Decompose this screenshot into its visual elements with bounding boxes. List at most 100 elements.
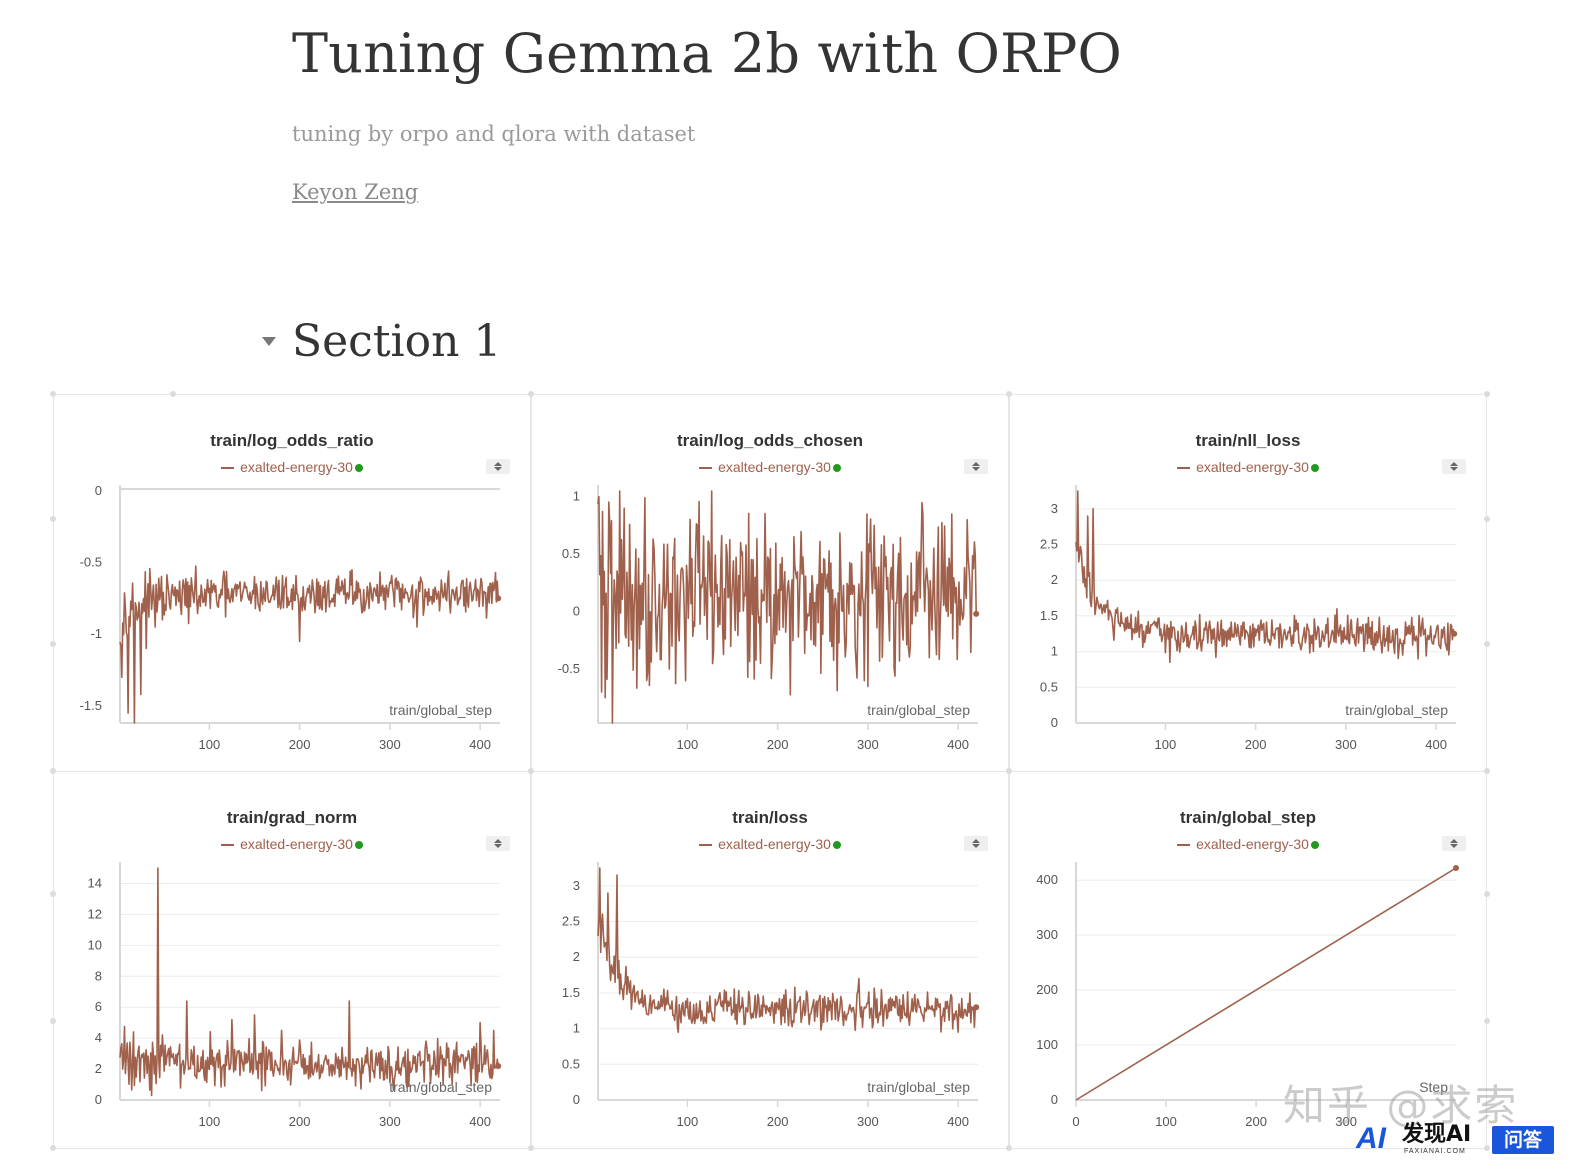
x-axis-label: train/global_step (867, 702, 970, 718)
resize-handle[interactable] (1006, 391, 1012, 397)
x-tick-label: 400 (947, 737, 969, 752)
y-tick-label: 200 (1036, 982, 1058, 997)
resize-handle[interactable] (50, 641, 56, 647)
y-tick-label: 6 (95, 999, 102, 1014)
legend-line-icon (699, 844, 713, 847)
sort-toggle-icon[interactable] (964, 459, 988, 474)
resize-handle[interactable] (50, 516, 56, 522)
site-badge[interactable]: AI 发现AI FAXIANAI.COM 问答 (1356, 1122, 1576, 1162)
y-tick-label: 0 (1051, 1092, 1058, 1107)
chart-legend: exalted-energy-30 (54, 459, 530, 475)
resize-handle[interactable] (1484, 391, 1490, 397)
x-axis-label: train/global_step (1345, 702, 1448, 718)
sort-toggle-icon[interactable] (964, 836, 988, 851)
chart-title: train/log_odds_chosen (676, 431, 864, 450)
chart-panel[interactable]: 0 100 200 300 400 0 100 200 300 Step train/global_… (1009, 771, 1487, 1149)
chart-legend: exalted-energy-30 (532, 836, 1008, 852)
resize-handle[interactable] (50, 1018, 56, 1024)
resize-handle[interactable] (528, 768, 534, 774)
y-tick-label: 0 (95, 483, 102, 498)
chart-panel[interactable]: 0 -0.5 -1 -1.5 100 200 300 400 train/global_step… (53, 394, 531, 772)
x-tick-label: 300 (1335, 1114, 1357, 1129)
chart-panel[interactable]: 0 0.5 1 1.5 2 2.5 3 100 200 300 400 train/global_st… (1009, 394, 1487, 772)
resize-handle[interactable] (50, 891, 56, 897)
run-status-icon (354, 841, 363, 850)
badge-logo-icon: AI (1356, 1122, 1386, 1155)
legend-line-icon (699, 467, 713, 470)
legend-label: exalted-energy-30 (1196, 836, 1309, 852)
page-subtitle: tuning by orpo and qlora with dataset (292, 122, 696, 146)
x-tick-label: 0 (1072, 1114, 1079, 1129)
sort-toggle-icon[interactable] (1442, 836, 1466, 851)
y-tick-label: 2.5 (562, 914, 580, 929)
resize-handle[interactable] (1484, 1018, 1490, 1024)
resize-handle[interactable] (1484, 891, 1490, 897)
x-tick-label: 100 (1155, 1114, 1177, 1129)
resize-handle[interactable] (170, 391, 176, 397)
series-end-point (973, 610, 980, 617)
legend-line-icon (221, 844, 235, 847)
chart-svg: 1 0.5 0 -0.5 100 200 300 400 train/global_step (558, 485, 980, 752)
y-tick-label: 0 (573, 1092, 580, 1107)
y-tick-label: 3 (573, 878, 580, 893)
author-link[interactable]: Keyon Zeng (292, 180, 419, 204)
series-line (1075, 867, 1457, 1101)
x-axis-label: Step (1419, 1079, 1448, 1095)
y-tick-label: 2 (1051, 572, 1058, 587)
resize-handle[interactable] (50, 768, 56, 774)
resize-handle[interactable] (528, 1145, 534, 1151)
run-status-icon (354, 464, 363, 473)
x-tick-label: 300 (857, 737, 879, 752)
y-tick-label: 1 (1051, 644, 1058, 659)
chart-svg: 0 0.5 1 1.5 2 2.5 3 100 200 300 400 train/global_st… (562, 862, 980, 1129)
legend-label: exalted-energy-30 (718, 459, 831, 475)
x-tick-label: 300 (379, 1114, 401, 1129)
resize-handle[interactable] (1484, 516, 1490, 522)
y-tick-label: 10 (88, 937, 102, 952)
section-title: Section 1 (292, 316, 502, 367)
legend-label: exalted-energy-30 (240, 836, 353, 852)
x-tick-label: 400 (469, 737, 491, 752)
resize-handle[interactable] (50, 391, 56, 397)
triangle-down-icon[interactable] (262, 337, 276, 346)
sort-toggle-icon[interactable] (486, 459, 510, 474)
x-tick-label: 100 (199, 737, 221, 752)
y-tick-label: 2 (573, 949, 580, 964)
series-line (119, 565, 499, 724)
resize-handle[interactable] (1484, 641, 1490, 647)
resize-handle[interactable] (1006, 768, 1012, 774)
y-tick-label: 1 (573, 489, 580, 504)
x-tick-label: 300 (857, 1114, 879, 1129)
x-tick-label: 400 (469, 1114, 491, 1129)
badge-main: 发现AI (1402, 1122, 1472, 1147)
y-tick-label: 0 (1051, 715, 1058, 730)
x-tick-label: 200 (767, 737, 789, 752)
resize-handle[interactable] (1484, 1145, 1490, 1151)
chart-panel[interactable]: 0 2 4 6 8 10 12 14 100 200 300 400 train/global_step… (53, 771, 531, 1149)
resize-handle[interactable] (50, 1145, 56, 1151)
x-axis-label: train/global_step (389, 702, 492, 718)
chart-legend: exalted-energy-30 (1010, 459, 1486, 475)
resize-handle[interactable] (1006, 1145, 1012, 1151)
resize-handle[interactable] (528, 391, 534, 397)
x-tick-label: 200 (1245, 737, 1267, 752)
y-tick-label: 4 (95, 1030, 102, 1045)
legend-line-icon (221, 467, 235, 470)
chart-title: train/log_odds_ratio (210, 431, 374, 450)
chart-panel[interactable]: 1 0.5 0 -0.5 100 200 300 400 train/global_step tr… (531, 394, 1009, 772)
legend-label: exalted-energy-30 (240, 459, 353, 475)
watermark: 知乎 @求索 (1283, 1081, 1519, 1130)
resize-handle[interactable] (1484, 768, 1490, 774)
sort-toggle-icon[interactable] (486, 836, 510, 851)
x-tick-label: 200 (289, 737, 311, 752)
panel-grid: 0 -0.5 -1 -1.5 100 200 300 400 train/global_step… (50, 391, 1490, 1154)
series-line (119, 867, 499, 1097)
sort-toggle-icon[interactable] (1442, 459, 1466, 474)
chart-title: train/nll_loss (1195, 431, 1301, 450)
y-tick-label: 0 (573, 604, 580, 619)
y-tick-label: 0.5 (1040, 679, 1058, 694)
y-tick-label: 3 (1051, 501, 1058, 516)
chart-panel[interactable]: 0 0.5 1 1.5 2 2.5 3 100 200 300 400 train/global_st… (531, 771, 1009, 1149)
y-tick-label: 300 (1036, 927, 1058, 942)
y-tick-label: -0.5 (558, 661, 580, 676)
